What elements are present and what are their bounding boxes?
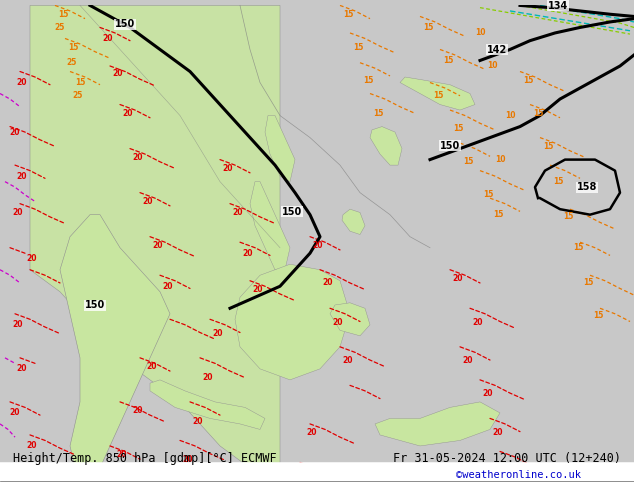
Text: 20: 20 [13, 208, 23, 217]
Text: 15: 15 [553, 177, 563, 186]
Text: Height/Temp. 850 hPa [gdmp][°C] ECMWF: Height/Temp. 850 hPa [gdmp][°C] ECMWF [13, 452, 276, 465]
Text: 20: 20 [253, 285, 263, 294]
Text: 25: 25 [73, 91, 83, 100]
Polygon shape [250, 182, 290, 270]
Text: 20: 20 [243, 249, 253, 258]
Text: 20: 20 [223, 164, 233, 173]
Text: 20: 20 [453, 274, 463, 283]
Text: 15: 15 [533, 109, 543, 118]
Polygon shape [235, 264, 350, 380]
Text: 15: 15 [443, 56, 453, 65]
Text: 15: 15 [353, 43, 363, 52]
Text: 20: 20 [146, 362, 157, 371]
Text: 10: 10 [487, 62, 497, 71]
Text: 20: 20 [16, 78, 27, 87]
Text: 20: 20 [333, 318, 343, 327]
Text: 20: 20 [313, 241, 323, 250]
Text: 15: 15 [583, 278, 593, 288]
Text: 10: 10 [475, 28, 485, 37]
Text: 15: 15 [373, 109, 383, 118]
Text: 150: 150 [282, 207, 302, 217]
Text: 25: 25 [67, 58, 77, 67]
Text: 10: 10 [505, 111, 515, 120]
Text: 20: 20 [323, 278, 333, 288]
Polygon shape [375, 402, 500, 446]
Text: 20: 20 [123, 109, 133, 118]
Text: 20: 20 [213, 329, 223, 338]
Text: 20: 20 [27, 441, 37, 450]
Text: 134: 134 [548, 0, 568, 11]
Polygon shape [150, 380, 265, 429]
Text: Fr 31-05-2024 12:00 UTC (12+240): Fr 31-05-2024 12:00 UTC (12+240) [393, 452, 621, 465]
Text: 15: 15 [493, 210, 503, 219]
Text: 20: 20 [473, 318, 483, 327]
Text: 20: 20 [203, 373, 213, 382]
Text: 20: 20 [13, 320, 23, 329]
Text: 15: 15 [363, 76, 373, 85]
Polygon shape [265, 116, 295, 182]
Text: 20: 20 [493, 428, 503, 437]
Text: 20: 20 [113, 69, 123, 78]
Text: 15: 15 [453, 124, 463, 133]
Text: 15: 15 [573, 243, 583, 252]
Text: 20: 20 [16, 172, 27, 181]
Polygon shape [370, 126, 402, 165]
Text: 20: 20 [163, 282, 173, 291]
Text: 20: 20 [10, 408, 20, 417]
Text: 15: 15 [463, 157, 473, 166]
Text: 20: 20 [103, 34, 113, 43]
Text: 15: 15 [75, 78, 85, 87]
Text: 20: 20 [153, 241, 163, 250]
Text: 20: 20 [193, 417, 204, 426]
Text: 20: 20 [27, 254, 37, 263]
Text: 150: 150 [85, 300, 105, 310]
Text: 15: 15 [68, 43, 78, 52]
Text: 15: 15 [483, 190, 493, 199]
Text: 10: 10 [495, 155, 505, 164]
Polygon shape [342, 209, 365, 235]
Text: 20: 20 [10, 127, 20, 137]
Text: 20: 20 [307, 428, 317, 437]
Text: 15: 15 [563, 212, 573, 221]
Text: 142: 142 [487, 45, 507, 55]
Text: 20: 20 [133, 153, 143, 162]
Text: 158: 158 [577, 182, 597, 193]
Text: 20: 20 [16, 365, 27, 373]
Text: 15: 15 [58, 10, 68, 19]
Text: 20: 20 [463, 356, 473, 365]
Text: 15: 15 [593, 312, 603, 320]
Text: 15: 15 [343, 10, 353, 19]
Text: 20: 20 [482, 389, 493, 397]
Text: 15: 15 [423, 23, 433, 32]
Text: 20: 20 [117, 450, 127, 459]
Text: 15: 15 [433, 91, 443, 100]
Polygon shape [60, 215, 170, 490]
Text: 25: 25 [55, 23, 65, 32]
Text: 20: 20 [133, 406, 143, 415]
Polygon shape [30, 5, 280, 490]
Text: 150: 150 [115, 20, 135, 29]
Text: 15: 15 [523, 76, 533, 85]
Text: 15: 15 [543, 142, 553, 151]
Text: ©weatheronline.co.uk: ©weatheronline.co.uk [456, 470, 581, 480]
Text: 20: 20 [183, 455, 193, 464]
Text: 20: 20 [143, 197, 153, 206]
Text: 20: 20 [233, 208, 243, 217]
Polygon shape [400, 77, 475, 110]
Text: 20: 20 [343, 356, 353, 365]
Text: 150: 150 [440, 141, 460, 150]
Polygon shape [330, 303, 370, 336]
